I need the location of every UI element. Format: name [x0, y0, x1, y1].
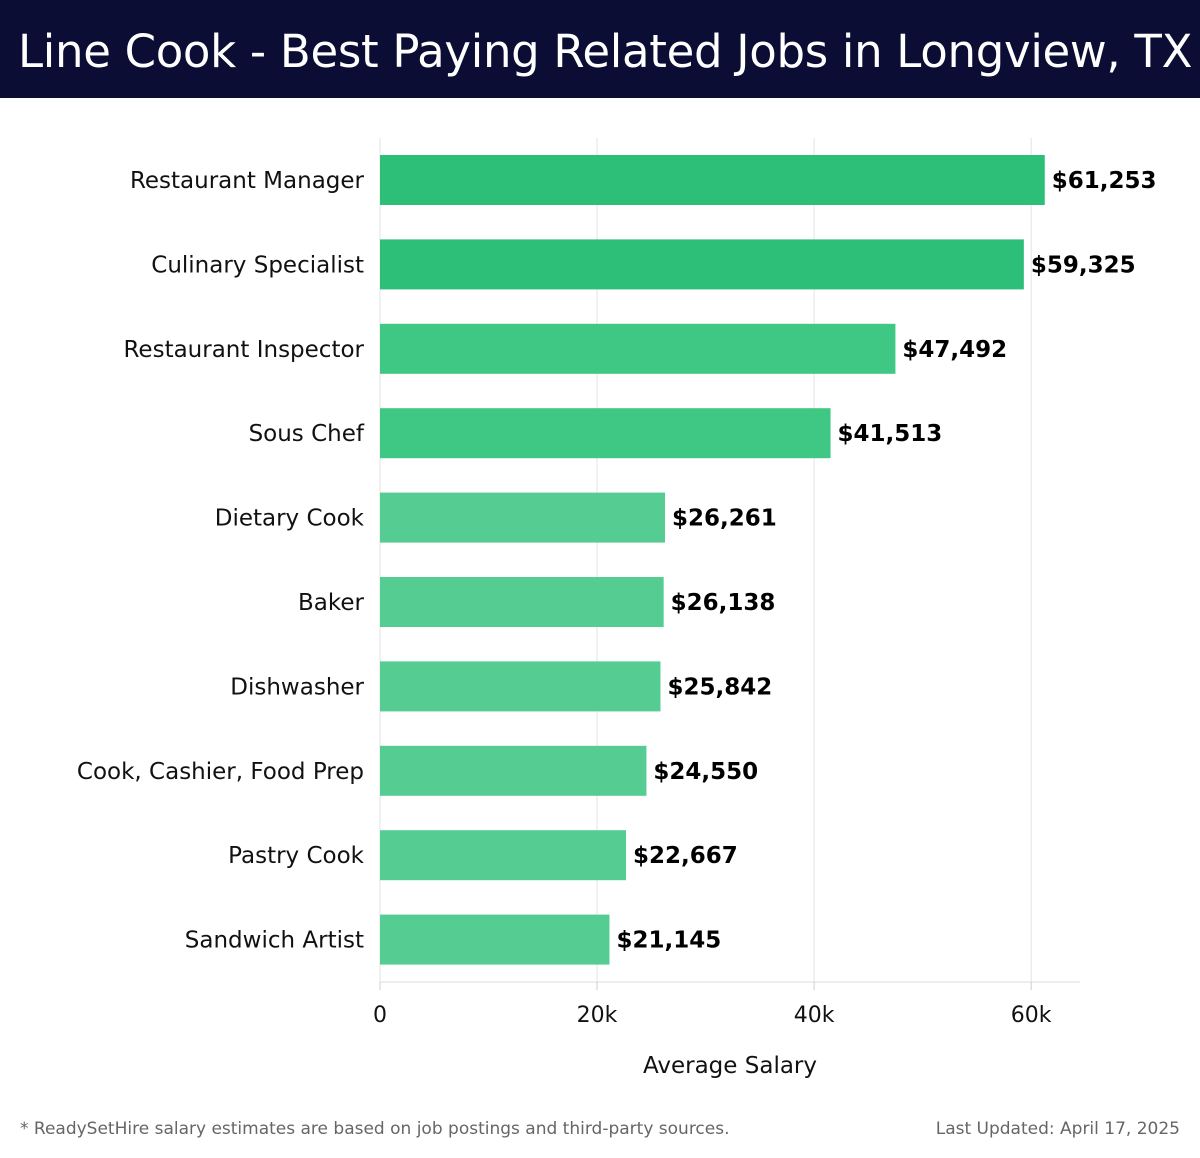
x-tick-label: 60k	[1011, 1003, 1052, 1028]
category-label: Cook, Cashier, Food Prep	[77, 759, 364, 785]
x-axis-ticks: 0 20k 40k 60k	[373, 982, 1052, 1028]
category-label: Dishwasher	[230, 674, 364, 700]
last-updated: Last Updated: April 17, 2025	[935, 1119, 1180, 1139]
value-label: $26,138	[671, 590, 776, 616]
salary-bar-chart: Restaurant Manager Culinary Specialist Res…	[77, 138, 1157, 1079]
value-label: $41,513	[838, 421, 943, 447]
bar	[380, 323, 896, 374]
category-labels: Restaurant Manager Culinary Specialist Res…	[77, 168, 365, 954]
bar	[380, 492, 666, 543]
bar	[380, 830, 626, 881]
bar	[380, 914, 610, 965]
value-label: $26,261	[672, 506, 777, 532]
value-label: $25,842	[667, 674, 772, 700]
bar	[380, 577, 664, 627]
category-label: Culinary Specialist	[151, 252, 364, 278]
value-label: $24,550	[653, 759, 758, 785]
bar	[380, 408, 831, 459]
bar	[380, 239, 1024, 290]
value-label: $22,667	[633, 843, 738, 869]
value-label: $21,145	[616, 928, 721, 954]
header-bar: Line Cook - Best Paying Related Jobs in …	[0, 0, 1200, 98]
category-label: Sandwich Artist	[185, 928, 364, 954]
footnote: * ReadySetHire salary estimates are base…	[20, 1119, 730, 1139]
category-label: Restaurant Manager	[130, 168, 365, 194]
x-tick-label: 20k	[577, 1003, 618, 1028]
category-label: Pastry Cook	[228, 843, 365, 869]
value-label: $47,492	[902, 337, 1007, 363]
x-tick-label: 0	[373, 1003, 387, 1028]
page-title: Line Cook - Best Paying Related Jobs in …	[18, 25, 1193, 78]
value-label: $61,253	[1052, 168, 1157, 194]
category-label: Restaurant Inspector	[123, 337, 364, 363]
bars	[380, 155, 1045, 965]
x-tick-label: 40k	[794, 1003, 835, 1028]
category-label: Baker	[298, 590, 365, 616]
category-label: Dietary Cook	[215, 506, 365, 532]
category-label: Sous Chef	[249, 421, 365, 447]
bar	[380, 745, 647, 796]
value-label: $59,325	[1031, 252, 1136, 278]
bar	[380, 661, 661, 712]
value-labels: $61,253 $59,325 $47,492 $41,513 $26,261 $26,1…	[616, 168, 1156, 954]
bar	[380, 155, 1045, 205]
x-axis-title: Average Salary	[643, 1053, 817, 1079]
